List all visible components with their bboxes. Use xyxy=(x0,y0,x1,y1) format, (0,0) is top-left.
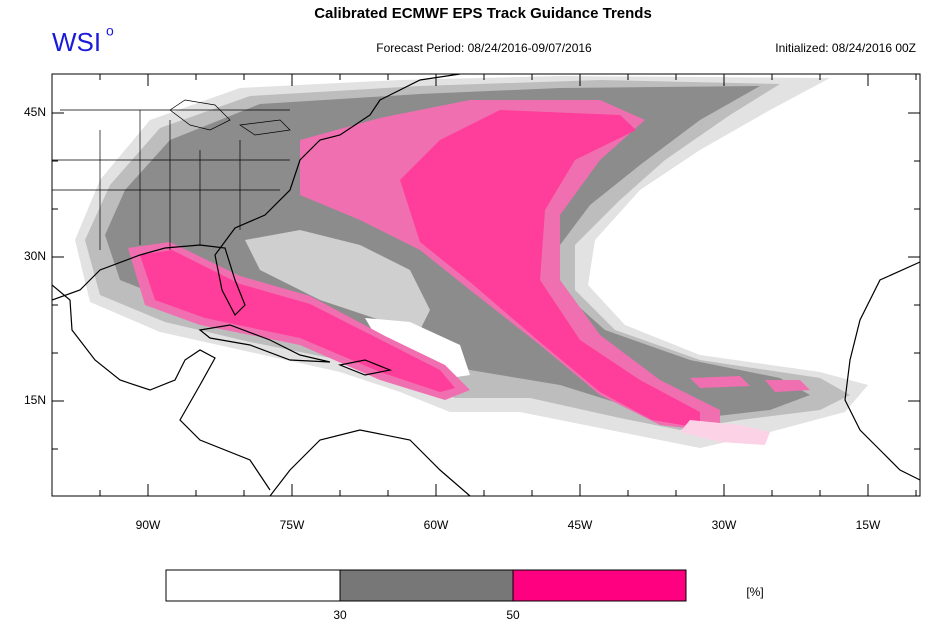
prob-white-gap xyxy=(365,318,470,378)
title: Calibrated ECMWF EPS Track Guidance Tren… xyxy=(314,5,652,22)
us-states xyxy=(52,109,290,250)
lon-label: 45W xyxy=(568,518,593,532)
prob-dark-hole xyxy=(245,230,430,330)
legend-swatch xyxy=(512,569,687,602)
coastline-africa xyxy=(844,261,920,481)
map xyxy=(52,74,920,496)
lon-label: 15W xyxy=(856,518,881,532)
map-frame xyxy=(51,73,921,497)
legend-label: 50 xyxy=(506,608,520,622)
lat-label: 45N xyxy=(24,105,46,119)
legend-unit: [%] xyxy=(746,585,763,599)
lon-label: 30W xyxy=(712,518,737,532)
cuba xyxy=(198,324,331,363)
coastline-sa xyxy=(269,429,471,496)
great-lakes xyxy=(169,99,291,136)
prob-pink-gulf-core xyxy=(140,250,455,392)
logo-mark: o xyxy=(106,23,114,39)
lat-label: 15N xyxy=(24,393,46,407)
lon-label: 75W xyxy=(280,518,305,532)
lon-label: 60W xyxy=(424,518,449,532)
prob-pink-tail xyxy=(680,420,770,445)
forecast-period: Forecast Period: 08/24/2016-09/07/2016 xyxy=(376,41,592,55)
initialized: Initialized: 08/24/2016 00Z xyxy=(775,41,916,55)
hispaniola xyxy=(337,359,393,376)
prob-pink-east2 xyxy=(765,380,810,392)
legend-swatch xyxy=(339,569,514,602)
prob-pink xyxy=(400,110,700,428)
coastline-mexico xyxy=(52,284,271,491)
axis-ticks: 45N 30N 15N 90W 75W 60W 45W 30W 15W xyxy=(24,74,920,532)
legend-label: 30 xyxy=(333,608,347,622)
lat-label: 30N xyxy=(24,249,46,263)
coastline-na xyxy=(52,74,461,317)
legend-swatch xyxy=(165,569,341,602)
logo: WSI xyxy=(52,27,101,57)
lon-label: 90W xyxy=(136,518,161,532)
prob-pink-east xyxy=(690,376,750,388)
